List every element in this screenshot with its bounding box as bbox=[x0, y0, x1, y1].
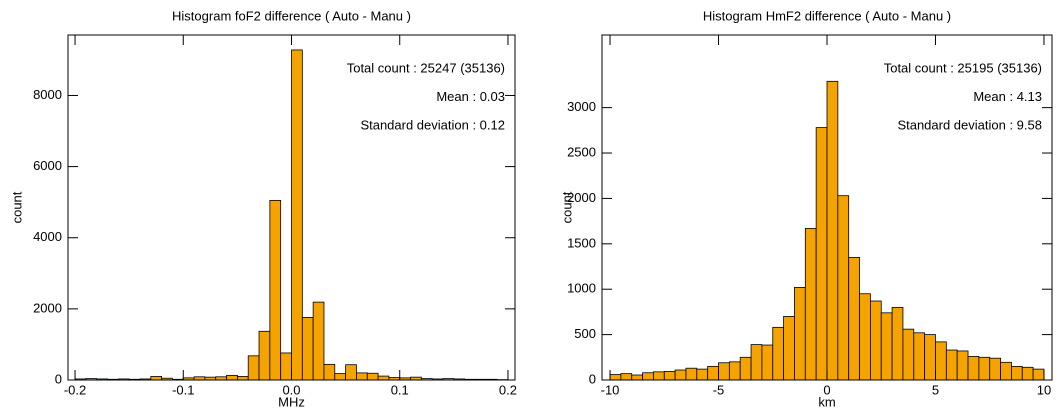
y-axis-label: count bbox=[9, 191, 24, 223]
bar bbox=[631, 374, 643, 381]
annotation: Total count : 25195 (35136) bbox=[884, 60, 1042, 75]
y-tick-label: 2000 bbox=[567, 190, 596, 205]
bar bbox=[761, 344, 774, 381]
annotation: Total count : 25247 (35136) bbox=[347, 60, 505, 75]
y-tick-label: 1500 bbox=[567, 235, 596, 250]
bar bbox=[935, 341, 947, 381]
x-tick-label: 5 bbox=[932, 382, 939, 397]
bar bbox=[772, 326, 785, 381]
bar bbox=[323, 363, 336, 381]
bar bbox=[345, 364, 357, 381]
bar bbox=[377, 375, 390, 381]
x-tick-label: -0.1 bbox=[172, 382, 194, 397]
bar bbox=[750, 344, 763, 381]
bar bbox=[913, 332, 926, 381]
y-tick-label: 2000 bbox=[33, 300, 62, 315]
annotation: Standard deviation : 9.58 bbox=[897, 117, 1042, 132]
bar bbox=[663, 370, 676, 381]
bar bbox=[674, 369, 687, 381]
bar bbox=[804, 227, 817, 381]
y-axis-label: count bbox=[559, 191, 574, 223]
bar bbox=[967, 355, 980, 381]
bar bbox=[366, 372, 379, 381]
bar bbox=[269, 199, 282, 381]
bar bbox=[794, 286, 806, 381]
bar bbox=[334, 373, 347, 381]
bar bbox=[226, 374, 238, 381]
y-tick-label: 1000 bbox=[567, 281, 596, 296]
bar bbox=[891, 306, 904, 381]
bar bbox=[280, 352, 292, 381]
bar bbox=[258, 330, 271, 381]
bar bbox=[1000, 361, 1012, 381]
bar bbox=[356, 372, 368, 381]
chart-title: Histogram foF2 difference ( Auto - Manu … bbox=[172, 8, 411, 23]
bar bbox=[859, 293, 871, 381]
bar bbox=[837, 195, 850, 381]
chart-title: Histogram HmF2 difference ( Auto - Manu … bbox=[703, 8, 951, 23]
bar bbox=[707, 365, 719, 381]
bar bbox=[236, 376, 249, 381]
y-tick-label: 4000 bbox=[33, 229, 62, 244]
x-tick-label: 0.2 bbox=[499, 382, 517, 397]
x-tick-label: 0.0 bbox=[282, 382, 300, 397]
y-tick-label: 2500 bbox=[567, 144, 596, 159]
x-axis-label: km bbox=[818, 394, 835, 409]
bar bbox=[924, 334, 936, 381]
bar bbox=[826, 80, 839, 381]
bar bbox=[728, 361, 741, 381]
bar bbox=[312, 301, 325, 381]
bar bbox=[653, 371, 665, 381]
bar bbox=[783, 316, 795, 381]
y-tick-label: 3000 bbox=[567, 99, 596, 114]
x-tick-label: -5 bbox=[713, 382, 725, 397]
y-tick-label: 0 bbox=[55, 371, 62, 386]
x-axis-label: MHz bbox=[278, 394, 305, 409]
bar bbox=[291, 49, 303, 381]
bar bbox=[1021, 366, 1034, 381]
bar bbox=[902, 328, 915, 381]
y-tick-label: 8000 bbox=[33, 87, 62, 102]
x-tick-label: 10 bbox=[1037, 382, 1051, 397]
annotation: Mean : 0.03 bbox=[436, 89, 505, 104]
bar bbox=[815, 127, 828, 381]
x-tick-label: 0 bbox=[823, 382, 830, 397]
bar bbox=[989, 357, 1001, 381]
y-tick-label: 0 bbox=[589, 371, 596, 386]
y-tick-label: 6000 bbox=[33, 158, 62, 173]
x-tick-label: -10 bbox=[601, 382, 620, 397]
bar bbox=[642, 372, 654, 381]
bar bbox=[945, 349, 958, 381]
bar bbox=[718, 362, 730, 381]
bar bbox=[848, 257, 860, 381]
bar bbox=[956, 350, 969, 381]
x-tick-label: 0.1 bbox=[391, 382, 409, 397]
bar bbox=[247, 355, 260, 381]
bar bbox=[1011, 365, 1023, 381]
bar bbox=[696, 368, 709, 381]
bar bbox=[1032, 368, 1045, 381]
bar bbox=[880, 312, 893, 381]
bar bbox=[685, 367, 698, 381]
bar bbox=[739, 356, 752, 381]
bar bbox=[869, 300, 882, 381]
annotation: Mean : 4.13 bbox=[973, 89, 1042, 104]
bar bbox=[301, 317, 314, 381]
annotation: Standard deviation : 0.12 bbox=[360, 117, 505, 132]
bar bbox=[609, 374, 622, 381]
bar bbox=[620, 373, 633, 381]
x-tick-label: -0.2 bbox=[64, 382, 86, 397]
bar bbox=[150, 376, 163, 381]
bar bbox=[978, 356, 991, 381]
y-tick-label: 500 bbox=[574, 326, 596, 341]
